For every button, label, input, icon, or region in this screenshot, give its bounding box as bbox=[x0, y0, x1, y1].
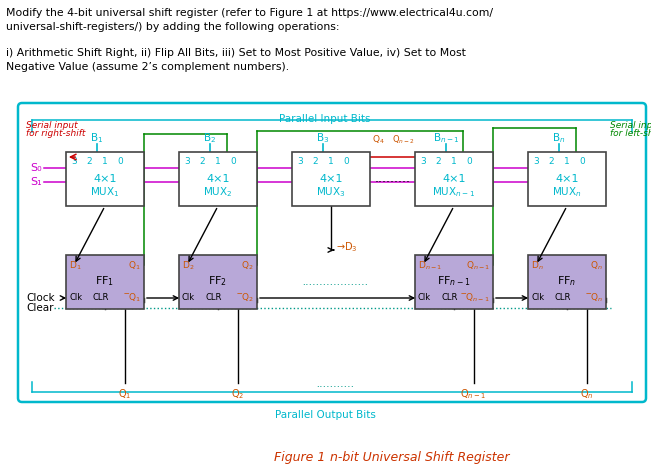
Text: B$_3$: B$_3$ bbox=[316, 131, 329, 145]
Text: MUX$_{n-1}$: MUX$_{n-1}$ bbox=[432, 185, 476, 199]
Text: 1: 1 bbox=[451, 157, 457, 165]
Text: 3: 3 bbox=[71, 157, 77, 165]
Bar bbox=[66, 152, 144, 206]
Text: 0: 0 bbox=[118, 157, 124, 165]
Text: D$_1$: D$_1$ bbox=[69, 260, 81, 272]
Text: Clk: Clk bbox=[182, 293, 195, 303]
Text: for left-shift: for left-shift bbox=[610, 129, 651, 138]
Text: Q$_2$: Q$_2$ bbox=[242, 260, 254, 272]
Text: MUX$_2$: MUX$_2$ bbox=[203, 185, 233, 199]
Text: universal-shift-registers/) by adding the following operations:: universal-shift-registers/) by adding th… bbox=[6, 22, 340, 31]
Text: B$_1$: B$_1$ bbox=[90, 131, 104, 145]
Text: 0: 0 bbox=[580, 157, 585, 165]
Text: ̅Q$_2$: ̅Q$_2$ bbox=[237, 292, 254, 304]
Text: →D$_3$: →D$_3$ bbox=[336, 240, 357, 254]
Text: 0: 0 bbox=[230, 157, 236, 165]
Text: 2: 2 bbox=[200, 157, 205, 165]
Text: 3: 3 bbox=[533, 157, 538, 165]
Text: Q$_n$: Q$_n$ bbox=[579, 387, 593, 401]
Bar bbox=[528, 152, 606, 206]
Text: MUX$_n$: MUX$_n$ bbox=[552, 185, 582, 199]
Text: 4×1: 4×1 bbox=[319, 174, 342, 184]
Bar bbox=[66, 255, 144, 309]
Text: ̅Q$_1$: ̅Q$_1$ bbox=[124, 292, 141, 304]
Text: S₀: S₀ bbox=[31, 163, 42, 173]
Text: 4×1: 4×1 bbox=[206, 174, 230, 184]
Text: 3: 3 bbox=[297, 157, 303, 165]
Text: .........: ......... bbox=[374, 172, 411, 186]
Text: B$_n$: B$_n$ bbox=[552, 131, 566, 145]
Text: Serial input: Serial input bbox=[26, 121, 77, 130]
Text: B$_{n-1}$: B$_{n-1}$ bbox=[433, 131, 460, 145]
Text: Figure 1: Figure 1 bbox=[273, 452, 325, 464]
Bar bbox=[415, 152, 493, 206]
Text: Clock: Clock bbox=[26, 293, 55, 303]
Text: MUX$_1$: MUX$_1$ bbox=[90, 185, 120, 199]
Text: Parallel Input Bits: Parallel Input Bits bbox=[279, 114, 371, 124]
Text: S₁: S₁ bbox=[31, 177, 42, 187]
Text: Clk: Clk bbox=[69, 293, 82, 303]
Text: i) Arithmetic Shift Right, ii) Flip All Bits, iii) Set to Most Positive Value, i: i) Arithmetic Shift Right, ii) Flip All … bbox=[6, 48, 466, 58]
Text: CLR: CLR bbox=[206, 293, 222, 303]
Text: 3: 3 bbox=[184, 157, 189, 165]
Text: MUX$_3$: MUX$_3$ bbox=[316, 185, 346, 199]
Text: 2: 2 bbox=[549, 157, 554, 165]
Text: Q$_{n-1}$: Q$_{n-1}$ bbox=[465, 260, 490, 272]
Text: B$_2$: B$_2$ bbox=[204, 131, 217, 145]
Text: FF$_n$: FF$_n$ bbox=[557, 274, 577, 288]
Text: FF$_{n-1}$: FF$_{n-1}$ bbox=[437, 274, 471, 288]
Text: 1: 1 bbox=[215, 157, 221, 165]
Text: 2: 2 bbox=[436, 157, 441, 165]
Text: CLR: CLR bbox=[442, 293, 458, 303]
Text: 4×1: 4×1 bbox=[555, 174, 579, 184]
Text: Q$_1$: Q$_1$ bbox=[128, 260, 141, 272]
Text: Serial input: Serial input bbox=[610, 121, 651, 130]
Text: ...........: ........... bbox=[317, 379, 355, 389]
Text: Parallel Output Bits: Parallel Output Bits bbox=[275, 410, 376, 420]
Text: D$_{n-1}$: D$_{n-1}$ bbox=[418, 260, 442, 272]
Text: FF$_2$: FF$_2$ bbox=[208, 274, 227, 288]
Text: 2: 2 bbox=[312, 157, 318, 165]
Text: Negative Value (assume 2’s complement numbers).: Negative Value (assume 2’s complement nu… bbox=[6, 62, 289, 72]
Text: 3: 3 bbox=[420, 157, 426, 165]
Text: Clear: Clear bbox=[26, 303, 53, 313]
Text: D$_2$: D$_2$ bbox=[182, 260, 195, 272]
Text: Clk: Clk bbox=[531, 293, 544, 303]
Text: 4×1: 4×1 bbox=[442, 174, 465, 184]
Text: D$_n$: D$_n$ bbox=[531, 260, 544, 272]
Text: Modify the 4-bit universal shift register (refer to Figure 1 at https://www.elec: Modify the 4-bit universal shift registe… bbox=[6, 8, 493, 18]
Text: Q$_1$: Q$_1$ bbox=[118, 387, 132, 401]
Text: Q$_{n-1}$: Q$_{n-1}$ bbox=[460, 387, 486, 401]
Text: FF$_1$: FF$_1$ bbox=[96, 274, 115, 288]
Text: Q$_{n-2}$: Q$_{n-2}$ bbox=[392, 134, 415, 146]
Text: Q$_2$: Q$_2$ bbox=[231, 387, 244, 401]
Bar bbox=[292, 152, 370, 206]
Text: CLR: CLR bbox=[555, 293, 572, 303]
Text: 1: 1 bbox=[328, 157, 334, 165]
Text: Q$_4$: Q$_4$ bbox=[372, 134, 385, 146]
Text: 4×1: 4×1 bbox=[93, 174, 117, 184]
Bar bbox=[415, 255, 493, 309]
Bar bbox=[179, 152, 257, 206]
Text: 0: 0 bbox=[467, 157, 473, 165]
Text: Clk: Clk bbox=[418, 293, 431, 303]
Bar bbox=[179, 255, 257, 309]
Bar bbox=[528, 255, 606, 309]
Text: 2: 2 bbox=[87, 157, 92, 165]
Text: 0: 0 bbox=[344, 157, 350, 165]
Text: ̅Q$_{n-1}$: ̅Q$_{n-1}$ bbox=[461, 292, 490, 304]
Text: 1: 1 bbox=[564, 157, 570, 165]
Text: ...................: ................... bbox=[303, 277, 369, 287]
Text: n-bit Universal Shift Register: n-bit Universal Shift Register bbox=[330, 452, 510, 464]
Text: Q$_n$: Q$_n$ bbox=[590, 260, 603, 272]
Text: for right-shift: for right-shift bbox=[26, 129, 85, 138]
Text: 1: 1 bbox=[102, 157, 108, 165]
Text: ̅Q$_n$: ̅Q$_n$ bbox=[586, 292, 603, 304]
Text: CLR: CLR bbox=[93, 293, 109, 303]
